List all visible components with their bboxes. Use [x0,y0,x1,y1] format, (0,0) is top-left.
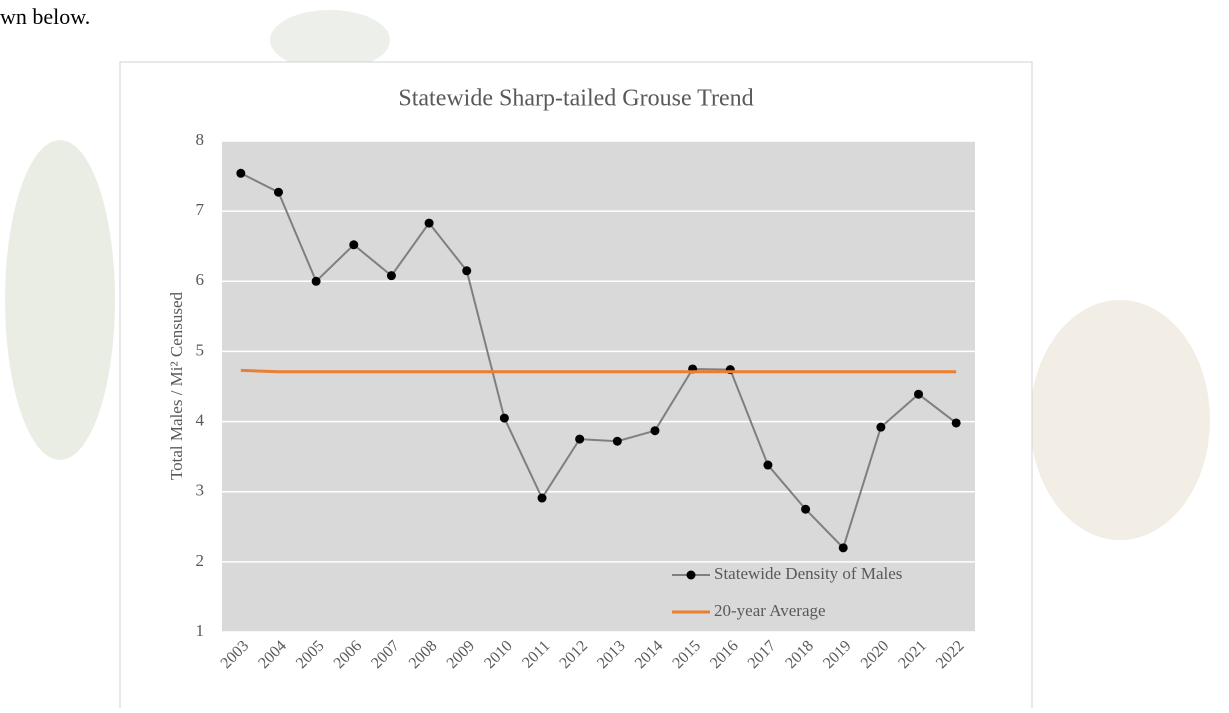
data-point [763,460,773,470]
y-tick-label: 5 [196,340,205,359]
series-line [240,368,957,374]
data-point [537,493,547,503]
document-text: wn below. [0,4,90,29]
y-tick-label: 8 [196,130,205,149]
y-tick-label: 2 [196,551,205,570]
data-point [273,187,283,197]
data-point [311,276,321,286]
data-point [575,434,585,444]
legend-label: 20-year Average [714,601,826,620]
data-point [876,422,886,432]
data-point [462,266,472,276]
data-point [386,271,396,281]
y-tick-label: 1 [196,621,205,640]
y-tick-label: 7 [196,200,205,219]
y-tick-label: 6 [196,270,205,289]
data-point [349,240,359,250]
chart-title: Statewide Sharp-tailed Grouse Trend [398,86,753,112]
data-point [499,413,509,423]
background-art [5,10,1210,540]
data-point [424,218,434,228]
data-point [838,543,848,553]
data-point [650,426,660,436]
legend-label: Statewide Density of Males [714,564,902,583]
plot-area [222,141,975,632]
data-point [612,436,622,446]
data-point [801,504,811,514]
y-axis-title: Total Males / Mi² Censused [167,291,186,480]
series-line [240,172,957,550]
data-point [951,418,961,428]
y-tick-label: 3 [196,481,205,500]
data-point [914,389,924,399]
y-tick-label: 4 [196,410,205,429]
data-point [236,168,246,178]
legend-marker [686,570,696,580]
